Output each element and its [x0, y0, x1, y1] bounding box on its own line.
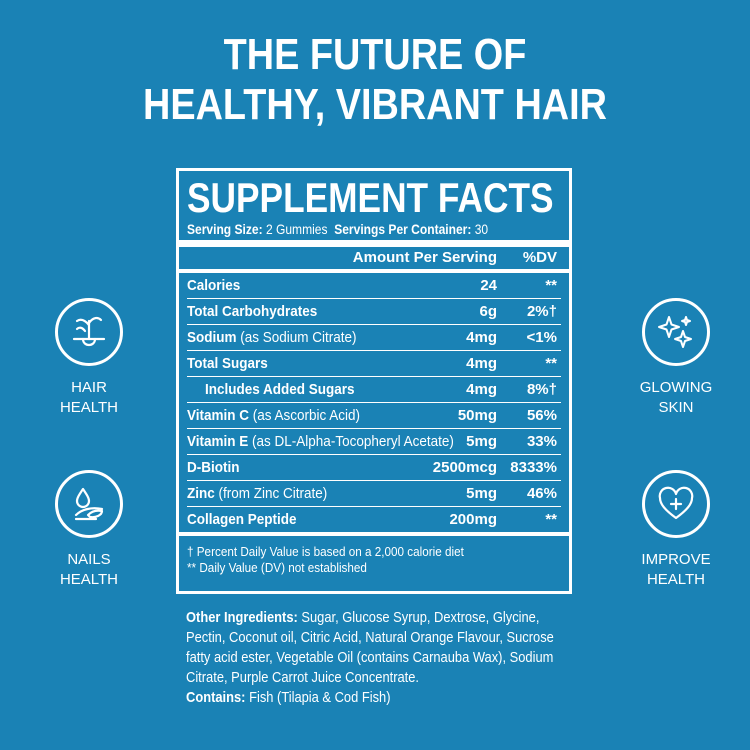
column-dv-header: %DV: [522, 249, 557, 266]
nutrient-name: Collagen Peptide: [187, 511, 297, 528]
nutrient-amount: 4mg: [466, 329, 497, 346]
table-row: Total Carbohydrates 6g 2%†: [187, 299, 561, 325]
heart-plus-icon: [642, 470, 710, 538]
contains: Contains: Fish (Tilapia & Cod Fish): [186, 688, 582, 708]
badge-improve-line-1: IMPROVE: [641, 551, 711, 568]
nutrient-amount: 200mg: [449, 511, 497, 528]
sparkle-icon: [642, 298, 710, 366]
facts-column-header: Amount Per Serving %DV: [187, 247, 561, 269]
badge-skin-line-1: GLOWING: [639, 379, 713, 396]
nutrient-name: Vitamin C (as Ascorbic Acid): [187, 407, 361, 424]
nutrient-name: Includes Added Sugars: [205, 381, 355, 398]
nutrient-name: Vitamin E (as DL-Alpha-Tocopheryl Acetat…: [187, 433, 454, 450]
nutrient-name: Sodium (as Sodium Citrate): [187, 329, 357, 346]
divider-medium: [179, 269, 569, 273]
badge-skin-line-2: SKIN: [658, 399, 694, 416]
serving-size-label: Serving Size:: [187, 221, 263, 237]
nutrient-name: Total Carbohydrates: [187, 303, 318, 320]
badge-glowing-skin: GLOWING SKIN: [616, 298, 736, 418]
badge-improve-line-2: HEALTH: [646, 571, 706, 588]
nutrient-amount: 6g: [479, 303, 497, 320]
servings-per-container-label: Servings Per Container:: [334, 221, 472, 237]
nutrient-dv: 56%: [526, 407, 557, 424]
headline-line-1: THE FUTURE OF: [223, 30, 527, 79]
nutrient-amount: 4mg: [466, 381, 497, 398]
facts-title: SUPPLEMENT FACTS: [187, 174, 554, 221]
ingredients-block: Other Ingredients: Sugar, Glucose Syrup,…: [186, 608, 586, 708]
badge-hair-health: HAIR HEALTH: [29, 298, 149, 418]
other-ingredients: Other Ingredients: Sugar, Glucose Syrup,…: [186, 608, 582, 688]
divider-medium-bottom: [179, 532, 569, 536]
divider-thick: [179, 240, 569, 247]
nutrient-dv: <1%: [526, 329, 557, 346]
nutrient-dv: 33%: [526, 433, 557, 450]
nutrient-dv: 8%†: [526, 381, 557, 398]
headline: THE FUTURE OF HEALTHY, VIBRANT HAIR: [53, 30, 698, 130]
nutrient-dv: 46%: [526, 485, 557, 502]
contains-label: Contains:: [186, 689, 246, 706]
nutrient-amount: 4mg: [466, 355, 497, 372]
table-row: Sodium (as Sodium Citrate) 4mg <1%: [187, 325, 561, 351]
table-row: Collagen Peptide 200mg **: [187, 507, 561, 532]
table-row: Includes Added Sugars 4mg 8%†: [187, 377, 561, 403]
nutrient-dv: **: [545, 355, 557, 372]
badge-improve-health: IMPROVE HEALTH: [616, 470, 736, 590]
nutrient-name: Calories: [187, 277, 241, 294]
badge-nails-health: NAILS HEALTH: [29, 470, 149, 590]
table-row: Total Sugars 4mg **: [187, 351, 561, 377]
table-row: Vitamin E (as DL-Alpha-Tocopheryl Acetat…: [187, 429, 561, 455]
nutrient-amount: 5mg: [466, 485, 497, 502]
badge-nails-line-2: HEALTH: [59, 571, 119, 588]
nutrient-name: Zinc (from Zinc Citrate): [187, 485, 328, 502]
serving-size-value: 2 Gummies: [262, 221, 328, 237]
nutrient-table: Calories 24 ** Total Carbohydrates 6g 2%…: [187, 273, 561, 532]
nutrient-dv: 2%†: [526, 303, 557, 320]
footnote-not-established: ** Daily Value (DV) not established: [187, 560, 367, 575]
badge-nails-line-1: NAILS: [67, 551, 111, 568]
nutrient-amount: 2500mcg: [432, 459, 497, 476]
serving-info: Serving Size: 2 Gummies Servings Per Con…: [187, 221, 565, 237]
other-ingredients-label: Other Ingredients:: [186, 609, 298, 626]
table-row: Calories 24 **: [187, 273, 561, 299]
nutrient-amount: 24: [480, 277, 497, 294]
supplement-facts-panel: SUPPLEMENT FACTS Serving Size: 2 Gummies…: [176, 168, 572, 594]
headline-line-2: HEALTHY, VIBRANT HAIR: [143, 80, 607, 129]
footnote-dv: † Percent Daily Value is based on a 2,00…: [187, 544, 464, 559]
nutrient-dv: **: [545, 277, 557, 294]
nail-drop-icon: [55, 470, 123, 538]
contains-text: Fish (Tilapia & Cod Fish): [245, 689, 391, 706]
nutrient-dv: 8333%: [510, 459, 557, 476]
table-row: Vitamin C (as Ascorbic Acid) 50mg 56%: [187, 403, 561, 429]
hair-follicle-icon: [55, 298, 123, 366]
nutrient-name: D-Biotin: [187, 459, 240, 476]
other-ingredients-text: Sugar, Glucose Syrup, Dextrose, Glycine,…: [186, 609, 554, 686]
nutrient-name: Total Sugars: [187, 355, 268, 372]
nutrient-amount: 50mg: [457, 407, 497, 424]
table-row: D-Biotin 2500mcg 8333%: [187, 455, 561, 481]
nutrient-amount: 5mg: [466, 433, 497, 450]
column-amount-header: Amount Per Serving: [352, 249, 497, 266]
badge-hair-line-2: HEALTH: [59, 399, 119, 416]
nutrient-dv: **: [545, 511, 557, 528]
table-row: Zinc (from Zinc Citrate) 5mg 46%: [187, 481, 561, 507]
badge-hair-line-1: HAIR: [71, 379, 107, 396]
footnotes: † Percent Daily Value is based on a 2,00…: [187, 544, 565, 576]
servings-per-container-value: 30: [471, 221, 489, 237]
